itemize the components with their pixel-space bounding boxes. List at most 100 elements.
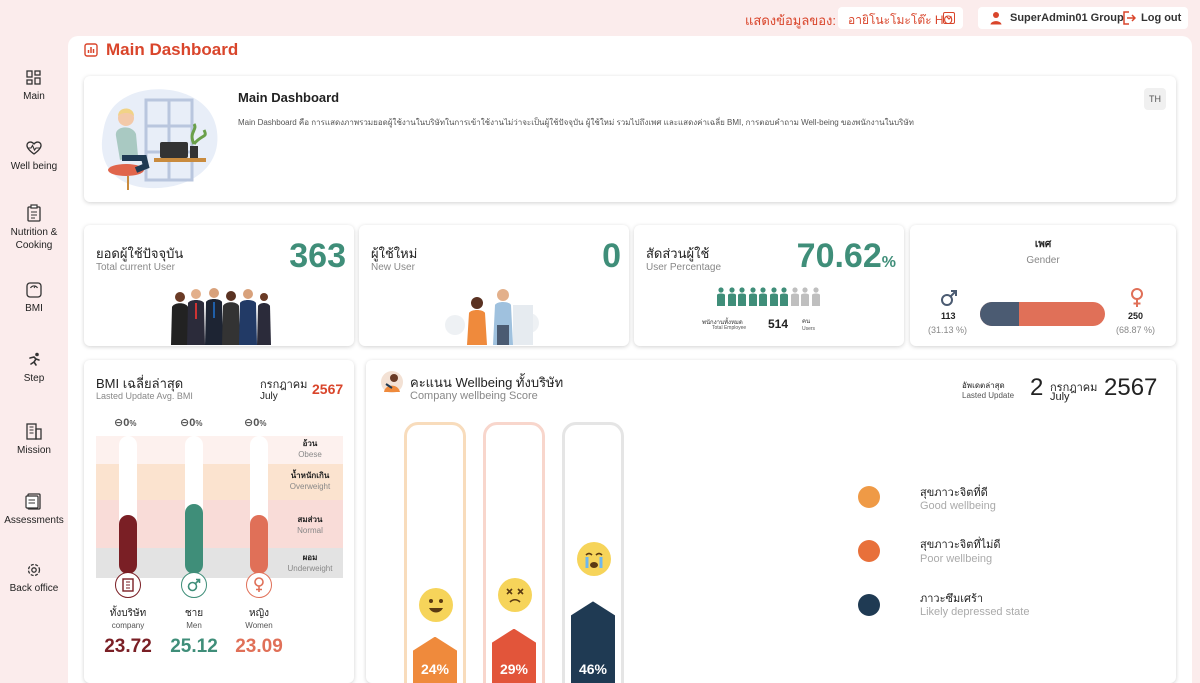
bmi-thermometer-company — [119, 436, 137, 574]
sidebar-item-label: Mission — [17, 445, 51, 456]
updated-label-en: Lasted Update — [962, 391, 1015, 400]
wellbeing-good-value: 24% — [420, 661, 450, 677]
wellbeing-fill-good: 24% — [413, 636, 457, 683]
bmi-men-label: ชาย — [184, 608, 204, 619]
zero-unit: % — [195, 419, 203, 428]
scale-icon — [26, 282, 42, 298]
zone-label-obese: อ้วน Obese — [280, 438, 340, 460]
male-percent: (31.13 %) — [928, 325, 968, 335]
bmi-month-en: July — [260, 391, 278, 402]
sidebar-item-assessments[interactable]: Assessments — [0, 492, 68, 527]
zone-normal — [96, 500, 343, 548]
topbar: แสดงข้อมูลของ: อายิโนะโมะโต๊ะ HO SuperAd… — [0, 0, 1200, 36]
gender-title: เพศ — [1034, 239, 1052, 250]
sidebar-item-label: Step — [23, 373, 45, 384]
sidebar: Main Well being Nutrition & Cooking BMI … — [0, 0, 68, 683]
sidebar-item-label-2: Cooking — [15, 240, 53, 251]
zone-label-th: ผอม — [302, 553, 318, 562]
sidebar-item-mission[interactable]: Mission — [0, 422, 68, 457]
zone-obese — [96, 436, 343, 464]
zone-label-th: อ้วน — [302, 439, 318, 448]
sidebar-item-back-office[interactable]: Back office — [0, 562, 68, 595]
legend-dot-depressed — [858, 594, 880, 616]
user-name: SuperAdmin01 Group — [1010, 12, 1124, 24]
dizzy-face-icon — [498, 578, 532, 612]
building-icon — [26, 423, 42, 440]
sidebar-item-main[interactable]: Main — [0, 70, 68, 103]
zone-label-normal: สมส่วน Normal — [280, 514, 340, 536]
gender-ratio-bar — [980, 302, 1105, 326]
logout-button[interactable]: Log out — [1141, 12, 1182, 24]
users-unit-th: คน — [802, 319, 811, 325]
chart-icon — [84, 43, 98, 57]
intro-title: Main Dashboard — [238, 90, 340, 105]
chevron-down-icon — [943, 12, 955, 24]
wellbeing-fill-poor: 29% — [492, 628, 536, 683]
percent-sign: % — [881, 254, 896, 271]
bmi-card: BMI เฉลี่ยล่าสุด Lasted Update Avg. BMI … — [84, 360, 354, 683]
zero-unit: % — [129, 419, 137, 428]
person-icon — [738, 287, 746, 306]
bmi-women-label: หญิง — [249, 608, 269, 619]
bmi-fill-company — [119, 514, 137, 574]
bmi-women-value: 23.09 — [235, 636, 283, 657]
logout-icon[interactable] — [1122, 11, 1137, 28]
sidebar-item-wellbeing[interactable]: Well being — [0, 140, 68, 173]
bmi-month-th: กรกฎาคม — [260, 379, 308, 391]
page-title-text: Main Dashboard — [106, 40, 239, 59]
office-illustration — [101, 89, 218, 190]
current-users-subtitle: Total current User — [96, 262, 175, 273]
sidebar-item-label: Assessments — [4, 515, 64, 526]
current-users-value: 363 — [289, 237, 346, 275]
new-users-title: ผู้ใช้ใหม่ — [371, 246, 418, 261]
zero-value: 0 — [123, 417, 130, 429]
show-data-label: แสดงข้อมูลของ: — [745, 13, 836, 28]
sidebar-item-nutrition[interactable]: Nutrition & Cooking — [0, 204, 68, 252]
female-icon — [246, 572, 272, 598]
user-icon — [990, 11, 1002, 28]
new-users-value: 0 — [602, 237, 621, 275]
branch-select[interactable]: อายิโนะโมะโต๊ะ HO — [838, 7, 963, 29]
zone-label-th: น้ำหนักเกิน — [290, 471, 330, 480]
updated-month-th: กรกฎาคม — [1050, 382, 1098, 394]
total-employee-count: 514 — [768, 317, 789, 331]
page-title: Main Dashboard — [84, 40, 238, 60]
user-percentage-number: 70.62 — [796, 237, 882, 275]
wellbeing-poor-value: 29% — [499, 661, 529, 677]
zone-overweight — [96, 464, 343, 500]
gender-card: เพศ Gender 113 (31.13 %) 250 (68.87 %) — [910, 225, 1176, 346]
users-unit-en: Users — [802, 326, 816, 332]
bmi-company-label: ทั้งบริษัท — [109, 608, 147, 619]
sidebar-item-label: BMI — [25, 303, 43, 314]
user-percentage-card: สัดส่วนผู้ใช้ User Percentage 70.62% พนั… — [634, 225, 904, 346]
user-box: SuperAdmin01 Group Log out — [978, 7, 1188, 29]
zone-label-overweight: น้ำหนักเกิน Overweight — [280, 470, 340, 492]
bmi-thermometer-women — [250, 436, 268, 574]
language-button[interactable]: TH — [1144, 88, 1166, 110]
running-icon — [29, 352, 40, 366]
wellbeing-depressed-value: 46% — [578, 661, 608, 677]
wellbeing-bar-poor: 29% — [483, 422, 545, 683]
male-count: 113 — [941, 311, 956, 321]
intro-description: Main Dashboard คือ การแสดงภาพรวมยอดผู้ใช… — [238, 118, 914, 127]
person-icon — [748, 287, 757, 306]
female-icon — [1131, 288, 1143, 307]
new-users-subtitle: New User — [371, 262, 415, 273]
legend-dot-good — [858, 486, 880, 508]
bmi-men-sublabel: Men — [186, 621, 202, 630]
zone-label-en: Obese — [298, 450, 322, 459]
updated-label-th: อัพเดตล่าสุด — [962, 381, 1005, 390]
person-icon — [780, 287, 788, 306]
sidebar-item-step[interactable]: Step — [0, 352, 68, 385]
legend-good-en: Good wellbeing — [920, 500, 996, 512]
user-percentage-subtitle: User Percentage — [646, 262, 722, 273]
gender-subtitle: Gender — [1026, 255, 1060, 266]
person-icon — [727, 287, 736, 306]
bmi-company-sublabel: company — [111, 621, 145, 630]
bmi-fill-women — [250, 514, 268, 574]
person-icon — [717, 287, 725, 306]
zero-value: 0 — [253, 417, 260, 429]
gender-ratio-male — [980, 302, 1019, 326]
bmi-title: BMI เฉลี่ยล่าสุด — [96, 376, 184, 391]
sidebar-item-bmi[interactable]: BMI — [0, 282, 68, 315]
